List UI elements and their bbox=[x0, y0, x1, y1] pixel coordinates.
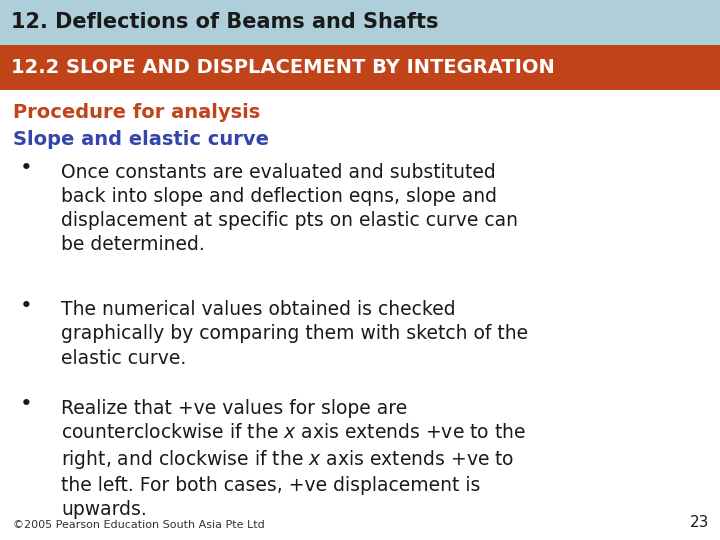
Text: •: • bbox=[20, 394, 33, 414]
Bar bbox=[0, 0, 720, 45]
Text: 23: 23 bbox=[690, 515, 709, 530]
Text: ©2005 Pearson Education South Asia Pte Ltd: ©2005 Pearson Education South Asia Pte L… bbox=[13, 520, 265, 530]
Text: •: • bbox=[20, 158, 33, 178]
Text: 12.2 SLOPE AND DISPLACEMENT BY INTEGRATION: 12.2 SLOPE AND DISPLACEMENT BY INTEGRATI… bbox=[11, 58, 554, 77]
Bar bbox=[0, 45, 720, 90]
Text: Slope and elastic curve: Slope and elastic curve bbox=[13, 130, 269, 149]
Text: 12. Deflections of Beams and Shafts: 12. Deflections of Beams and Shafts bbox=[11, 12, 438, 32]
Text: Procedure for analysis: Procedure for analysis bbox=[13, 103, 260, 122]
Text: •: • bbox=[20, 296, 33, 316]
Text: Realize that +ve values for slope are
counterclockwise if the $x$ axis extends +: Realize that +ve values for slope are co… bbox=[61, 399, 526, 519]
Text: The numerical values obtained is checked
graphically by comparing them with sket: The numerical values obtained is checked… bbox=[61, 300, 528, 368]
Text: Once constants are evaluated and substituted
back into slope and deflection eqns: Once constants are evaluated and substit… bbox=[61, 163, 518, 254]
